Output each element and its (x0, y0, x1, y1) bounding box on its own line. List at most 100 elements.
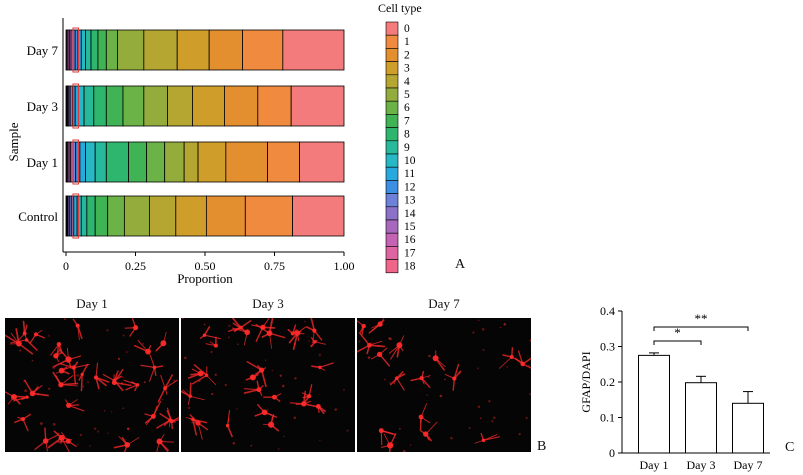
sample-label: Day 1 (27, 155, 58, 170)
legend-label: 9 (404, 142, 410, 154)
micrograph-day3 (181, 318, 355, 452)
process (68, 404, 85, 412)
astrocyte (306, 318, 323, 344)
highlight-box (72, 193, 80, 239)
astrocyte (156, 413, 176, 429)
background-speck (318, 353, 322, 357)
process (80, 373, 83, 392)
gfap-bar (732, 402, 764, 454)
soma (150, 413, 156, 419)
legend-swatch (385, 48, 399, 62)
background-speck (529, 339, 531, 342)
bar-segment-type-8 (105, 141, 129, 183)
x-tick-label: 0.25 (125, 259, 146, 273)
process (368, 344, 386, 348)
background-speck (81, 385, 85, 388)
background-speck (106, 329, 109, 332)
astrocyte (370, 347, 391, 367)
astrocyte (289, 390, 320, 408)
process (453, 363, 460, 380)
soma (312, 328, 317, 333)
background-speck (367, 356, 371, 359)
legend-label: 17 (404, 247, 416, 259)
soma (378, 428, 384, 434)
process (191, 374, 208, 385)
astrocyte (52, 371, 79, 388)
astrocyte (191, 364, 217, 386)
soma (419, 375, 424, 381)
bar-segment-type-4 (148, 195, 177, 237)
process (22, 320, 26, 335)
background-speck (506, 365, 509, 368)
bar-segment-type-3 (197, 141, 227, 183)
soma (111, 380, 117, 386)
process (76, 324, 83, 340)
soma (418, 414, 424, 420)
astrocyte (29, 329, 45, 344)
soma (66, 402, 72, 409)
astrocyte (418, 403, 431, 432)
astrocyte (251, 318, 276, 342)
soma (160, 340, 167, 347)
astrocyte (254, 404, 278, 418)
background-speck (439, 394, 443, 398)
background-speck (388, 337, 391, 340)
background-speck (93, 427, 97, 430)
astrocyte (111, 368, 132, 387)
y-tick-label: 0.3 (600, 340, 615, 354)
soma (313, 340, 317, 344)
background-speck (493, 416, 496, 420)
soma (290, 331, 295, 336)
y-tick-label: 0 (609, 446, 615, 460)
process (228, 326, 242, 332)
background-speck (334, 408, 337, 411)
astrocyte (263, 393, 282, 402)
bar-segment-type-0 (292, 195, 345, 237)
astrocyte (311, 362, 334, 371)
legend-label: 11 (404, 168, 415, 180)
background-speck (426, 394, 429, 397)
astrocyte (93, 362, 110, 390)
background-speck (266, 408, 269, 411)
legend-swatch (385, 166, 399, 181)
legend-swatch (385, 74, 399, 89)
bar-segment-type-9 (80, 195, 88, 237)
bar-segment-type-5 (123, 195, 150, 237)
micrograph-title-day3: Day 3 (252, 296, 284, 311)
bar-segment-type-11 (74, 85, 79, 127)
bar-segment-type-0 (299, 141, 345, 183)
astrocyte (310, 337, 326, 348)
background-speck (528, 392, 531, 396)
astrocyte (262, 414, 280, 432)
bar-segment-type-5 (143, 85, 168, 127)
astrocyte (123, 379, 140, 392)
bar-segment-type-4 (183, 141, 199, 183)
soma (80, 372, 84, 376)
bar-segment-type-7 (97, 29, 107, 71)
soma (376, 351, 383, 358)
astrocyte (34, 427, 59, 452)
legend-label: 4 (404, 76, 410, 88)
bar-segment-type-12 (74, 29, 79, 71)
astrocyte (288, 326, 307, 351)
soma (10, 393, 17, 401)
background-speck (491, 419, 494, 423)
process (260, 369, 267, 387)
background-speck (107, 432, 109, 435)
y-tick-label: 0.2 (600, 375, 615, 389)
bar-segment-type-7 (105, 85, 124, 127)
soma (16, 340, 22, 347)
bar-segment-type-9 (94, 141, 107, 183)
background-speck (281, 384, 285, 388)
process (498, 356, 513, 369)
process (81, 363, 89, 376)
process (59, 363, 75, 369)
background-speck (450, 436, 453, 440)
background-speck (227, 336, 230, 339)
astrocyte (368, 318, 385, 334)
legend-swatch (385, 100, 399, 115)
background-speck (40, 422, 43, 425)
process (246, 360, 263, 371)
background-speck (52, 422, 56, 426)
